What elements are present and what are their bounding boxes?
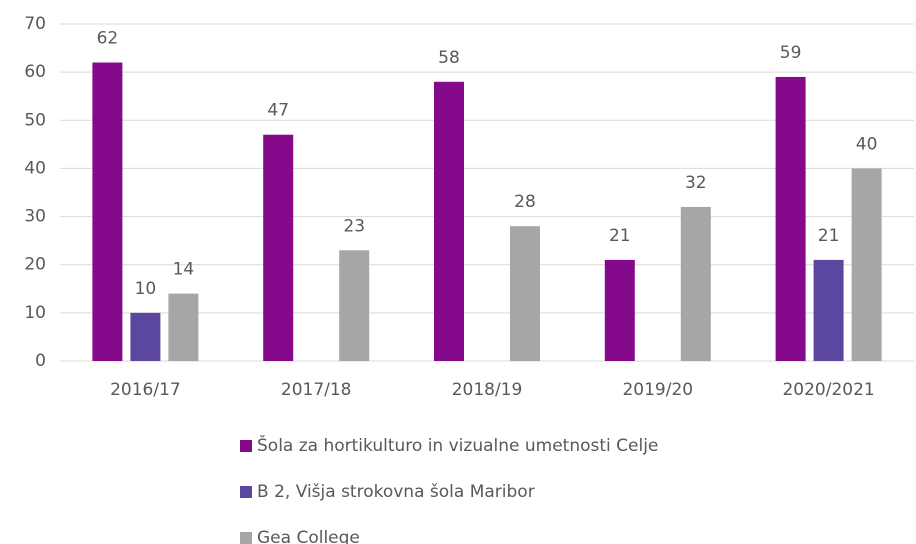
y-tick-label: 20 bbox=[24, 255, 46, 275]
legend-swatch bbox=[240, 440, 252, 452]
x-tick-label: 2020/2021 bbox=[782, 380, 874, 400]
y-tick-label: 60 bbox=[24, 62, 46, 82]
x-tick-label: 2016/17 bbox=[110, 380, 181, 400]
bar bbox=[92, 62, 123, 362]
legend-label: Gea College bbox=[257, 528, 360, 544]
data-label: 21 bbox=[609, 226, 631, 246]
data-label: 23 bbox=[343, 216, 365, 236]
y-tick-label: 50 bbox=[24, 110, 46, 130]
x-tick-label: 2019/20 bbox=[622, 380, 693, 400]
bar bbox=[168, 293, 199, 361]
y-tick-label: 0 bbox=[35, 351, 46, 371]
bar bbox=[434, 81, 464, 362]
y-tick-label: 10 bbox=[24, 303, 46, 323]
data-label: 10 bbox=[135, 279, 157, 299]
data-label: 32 bbox=[685, 173, 707, 193]
data-label: 40 bbox=[856, 134, 878, 154]
y-tick-label: 30 bbox=[24, 207, 46, 227]
data-label: 28 bbox=[514, 192, 536, 212]
x-tick-label: 2017/18 bbox=[281, 380, 352, 400]
data-label: 47 bbox=[267, 101, 289, 121]
data-label: 59 bbox=[780, 43, 802, 63]
data-label: 58 bbox=[438, 48, 460, 68]
bar bbox=[263, 134, 294, 361]
bar bbox=[339, 250, 370, 361]
data-label: 62 bbox=[97, 29, 119, 49]
bar bbox=[510, 226, 540, 361]
y-tick-label: 70 bbox=[24, 14, 46, 34]
x-tick-label: 2018/19 bbox=[452, 380, 523, 400]
bar bbox=[775, 76, 806, 361]
legend-swatch bbox=[240, 486, 252, 498]
bar bbox=[680, 206, 711, 361]
legend-label: Šola za hortikulturo in vizualne umetnos… bbox=[257, 434, 658, 456]
data-label: 21 bbox=[818, 226, 840, 246]
legend-swatch bbox=[240, 532, 252, 544]
legend-label: B 2, Višja strokovna šola Maribor bbox=[257, 482, 535, 502]
bar bbox=[604, 259, 635, 361]
y-tick-label: 40 bbox=[24, 158, 46, 178]
data-label: 14 bbox=[173, 260, 195, 280]
bar bbox=[851, 168, 882, 361]
bar bbox=[130, 312, 161, 361]
bar bbox=[813, 259, 844, 361]
